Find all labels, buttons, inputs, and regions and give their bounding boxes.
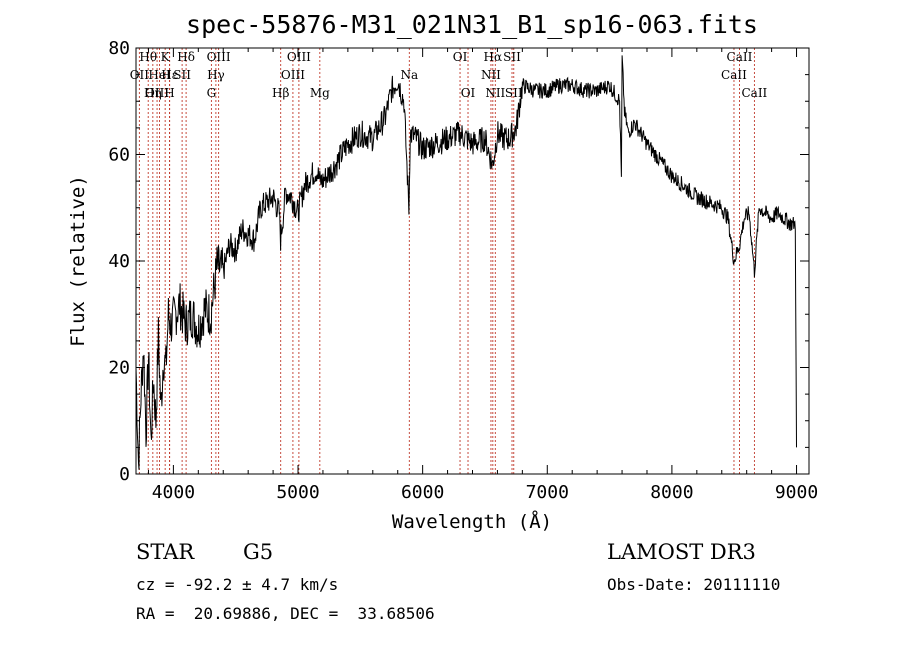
- axis-ticks: 4000 5000 6000 7000 8000 9000 0 20 40 60 80: [108, 38, 818, 503]
- plot-frame: [135, 47, 810, 475]
- observation-date: Obs-Date: 20111110: [607, 575, 781, 594]
- spectral-line-label: K: [161, 50, 171, 64]
- spectral-line-label: OIII: [145, 86, 169, 100]
- spectral-line-label: SII: [505, 86, 523, 100]
- y-tick-label: 0: [119, 464, 130, 485]
- x-tick-label: 8000: [650, 482, 693, 503]
- spectral-line-label: Mg: [310, 86, 330, 100]
- chart-title: spec-55876-M31_021N31_B1_sp16-063.fits: [186, 10, 758, 39]
- spectral-line-label: Na: [400, 68, 418, 82]
- spectral-line-label: Hθ: [139, 50, 157, 64]
- spectral-line-label: NII: [481, 68, 501, 82]
- spectral-line-label: Hη: [144, 86, 162, 100]
- series-group: [135, 55, 797, 470]
- spectral-line-label: OIII: [207, 50, 231, 64]
- spectral-line-label: Hα: [484, 50, 503, 64]
- spectral-line-label: OI: [461, 86, 476, 100]
- y-tick-label: 60: [108, 145, 130, 166]
- spectral-line-label: Hβ: [272, 86, 289, 100]
- y-axis-label: Flux (relative): [67, 175, 89, 347]
- survey-name: LAMOST DR3: [607, 540, 756, 564]
- object-subclass: G5: [243, 540, 274, 564]
- spectral-line-label: CaII: [727, 50, 753, 64]
- spectral-line-label: G: [207, 86, 217, 100]
- spectral-line-label: OIII: [281, 68, 305, 82]
- x-tick-label: 7000: [526, 482, 569, 503]
- y-tick-label: 20: [108, 358, 130, 379]
- x-tick-label: 4000: [152, 482, 195, 503]
- x-axis-label: Wavelength (Å): [392, 510, 552, 533]
- spectrum-series-line: [135, 55, 797, 470]
- y-tick-label: 80: [108, 38, 130, 59]
- spectral-line-label: CaII: [741, 86, 767, 100]
- spectral-line-label: SII: [503, 50, 521, 64]
- spectral-lines: [138, 48, 755, 474]
- spectral-line-label: OI: [453, 50, 468, 64]
- spectral-line-label: CaII: [721, 68, 747, 82]
- x-tick-label: 6000: [401, 482, 444, 503]
- spectral-line-label: HeI: [148, 68, 171, 82]
- spectral-line-label: OIII: [287, 50, 311, 64]
- coordinates: RA = 20.69886, DEC = 33.68506: [136, 604, 435, 623]
- spectral-line-label: Hγ: [207, 68, 225, 82]
- x-tick-label: 5000: [276, 482, 319, 503]
- spectral-line-label: Hδ: [177, 50, 195, 64]
- redshift-cz: cz = -92.2 ± 4.7 km/s: [136, 575, 339, 594]
- x-tick-label: 9000: [775, 482, 818, 503]
- spectral-line-label: Hε: [161, 68, 178, 82]
- spectral-line-label: SII: [173, 68, 191, 82]
- object-class: STAR: [136, 540, 195, 564]
- spectral-line-label: OII: [130, 68, 150, 82]
- spectral-line-label: NII: [485, 86, 505, 100]
- y-tick-label: 40: [108, 251, 130, 272]
- spectral-line-label: H: [164, 86, 174, 100]
